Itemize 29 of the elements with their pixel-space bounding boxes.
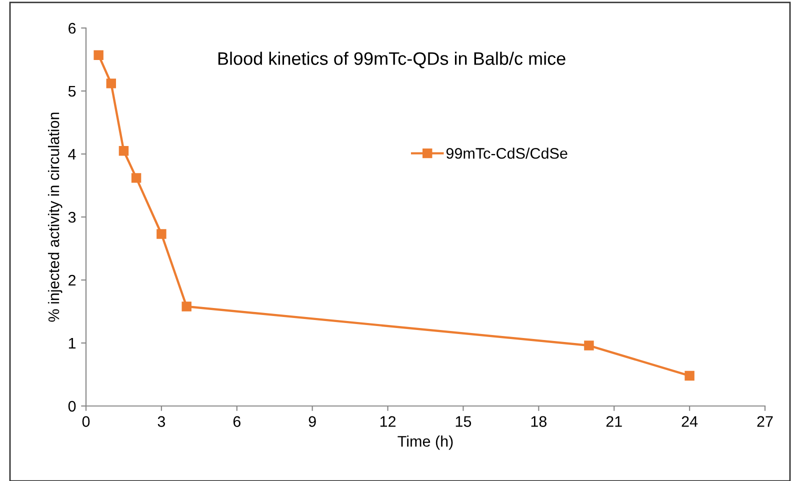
y-tick-label: 5 (68, 86, 76, 97)
point (684, 370, 694, 381)
point (118, 146, 129, 156)
legend-label: 99mTc-CdS/CdSe (446, 148, 568, 159)
x-axis-title: Time (h) (398, 436, 453, 450)
y-tick-label: 0 (68, 400, 76, 412)
y-tick-label: 6 (68, 22, 76, 34)
point (106, 78, 116, 88)
x-tick-label: 3 (158, 416, 166, 427)
y-tick-label: 4 (68, 149, 76, 160)
point (584, 340, 594, 350)
y-tick-label: 2 (68, 274, 76, 286)
x-tick-label: 6 (233, 416, 240, 427)
x-tick-label: 18 (531, 416, 546, 427)
x-tick-label: 21 (606, 416, 622, 427)
point (182, 302, 192, 312)
point (94, 50, 104, 60)
y-tick-label: 1 (68, 338, 76, 349)
y-tick-label: 3 (68, 212, 76, 223)
y-axis-title: % injected activity in circulation (48, 112, 62, 322)
point (156, 229, 166, 239)
text: Blood kinetics of 99mTc-QDs in Balb/c mice (218, 52, 566, 68)
point (131, 173, 142, 183)
x-tick-label: 12 (380, 416, 396, 427)
x-tick-label: 15 (456, 416, 472, 427)
x-tick-label: 0 (82, 416, 90, 427)
x-tick-label: 24 (682, 416, 698, 427)
x-tick-label: 9 (308, 416, 316, 427)
x-tick-label: 27 (757, 416, 773, 427)
